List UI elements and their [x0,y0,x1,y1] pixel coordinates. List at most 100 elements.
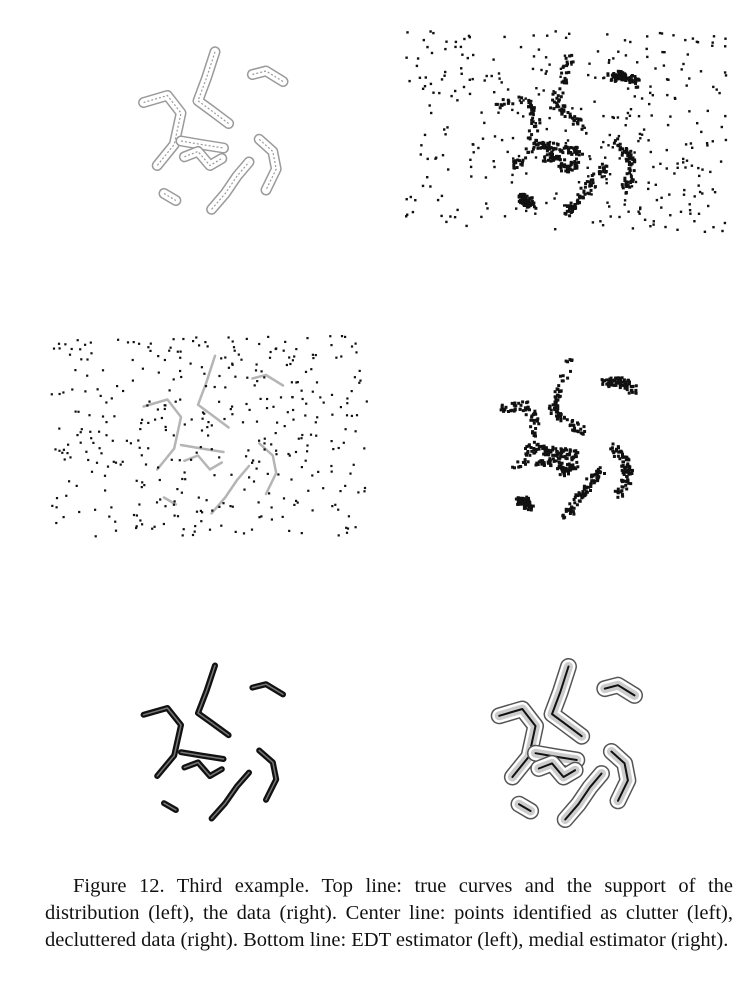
clutter-point [515,207,518,210]
decluttered-point [531,430,535,434]
decluttered-point [553,408,557,412]
decluttered-point [524,447,527,450]
decluttered-point [563,468,566,472]
clutter-point [241,421,245,424]
clutter-point [690,164,694,167]
decluttered-point [558,473,562,477]
data-point [568,164,572,168]
clutter-point [663,51,666,54]
data-point [600,162,604,166]
clutter-point [406,31,409,34]
clutter-point [472,53,475,57]
clutter-point [78,510,81,514]
clutter-point [259,397,262,400]
decluttered-point [517,401,521,405]
decluttered-point [524,413,528,417]
decluttered-point [567,472,570,476]
decluttered-point [549,463,553,467]
data-point [550,150,554,154]
data-point [621,147,625,151]
clutter-point [258,516,261,519]
clutter-point [108,515,111,518]
data-point [588,192,592,196]
clutter-point [468,92,472,96]
decluttered-point [513,466,516,470]
clutter-point [126,341,130,344]
decluttered-point [526,500,530,504]
decluttered-point [561,379,565,383]
clutter-point [179,350,182,353]
clutter-point [310,368,313,371]
data-point [519,101,523,105]
clutter-point [204,341,207,344]
clutter-point [195,451,198,454]
decluttered-point [532,440,536,444]
data-point [547,158,550,162]
clutter-point [423,133,427,137]
clutter-point [203,412,206,415]
clutter-point [532,34,535,37]
clutter-point [624,54,628,57]
clutter-point [665,148,668,152]
clutter-point [218,456,221,459]
data-point [588,184,592,188]
clutter-point [52,347,56,350]
clutter-point [669,214,672,217]
data-point [518,199,522,202]
decluttered-point [574,493,578,497]
decluttered-point [622,380,625,384]
decluttered-point [525,445,529,449]
clutter-point [99,394,102,397]
data-point [621,75,625,78]
data-point [522,196,526,200]
clutter-point [260,515,263,518]
clutter-point [522,115,525,118]
clutter-point [74,410,77,413]
clutter-point [721,229,724,233]
decluttered-point [551,403,555,407]
clutter-point [207,434,210,437]
decluttered-point [582,493,586,497]
clutter-point [568,32,571,35]
decluttered-point [554,403,558,407]
clutter-point [231,413,234,416]
clutter-point [245,455,248,458]
decluttered-point [573,426,576,430]
clutter-point [157,355,160,358]
clutter-point [480,111,483,114]
clutter-point [138,503,141,506]
decluttered-point [527,504,531,508]
decluttered-point [573,495,577,499]
clutter-point [583,126,586,129]
data-point [528,202,532,206]
decluttered-point [621,479,625,483]
clutter-point [703,230,707,233]
decluttered-point [621,455,625,459]
clutter-point [229,505,232,508]
decluttered-point [593,479,597,483]
clutter-point [649,85,652,88]
decluttered-point [622,465,626,469]
clutter-point [601,224,605,227]
decluttered-point [592,481,596,485]
data-point [553,157,557,161]
data-point [585,180,589,184]
data-point [521,158,525,162]
clutter-point [100,452,103,455]
decluttered-point [554,459,558,463]
data-point [562,79,566,83]
clutter-point [712,85,715,89]
clutter-point [440,78,444,81]
clutter-point [114,461,118,464]
decluttered-point [562,415,566,419]
data-point [618,142,622,146]
decluttered-point [626,478,630,482]
clutter-point [55,497,59,500]
clutter-point [282,497,286,500]
clutter-point [350,390,353,393]
clutter-point [105,401,108,404]
clutter-point [472,151,475,154]
clutter-point [607,61,611,64]
true-curve [143,94,182,166]
clutter-point [543,157,547,161]
